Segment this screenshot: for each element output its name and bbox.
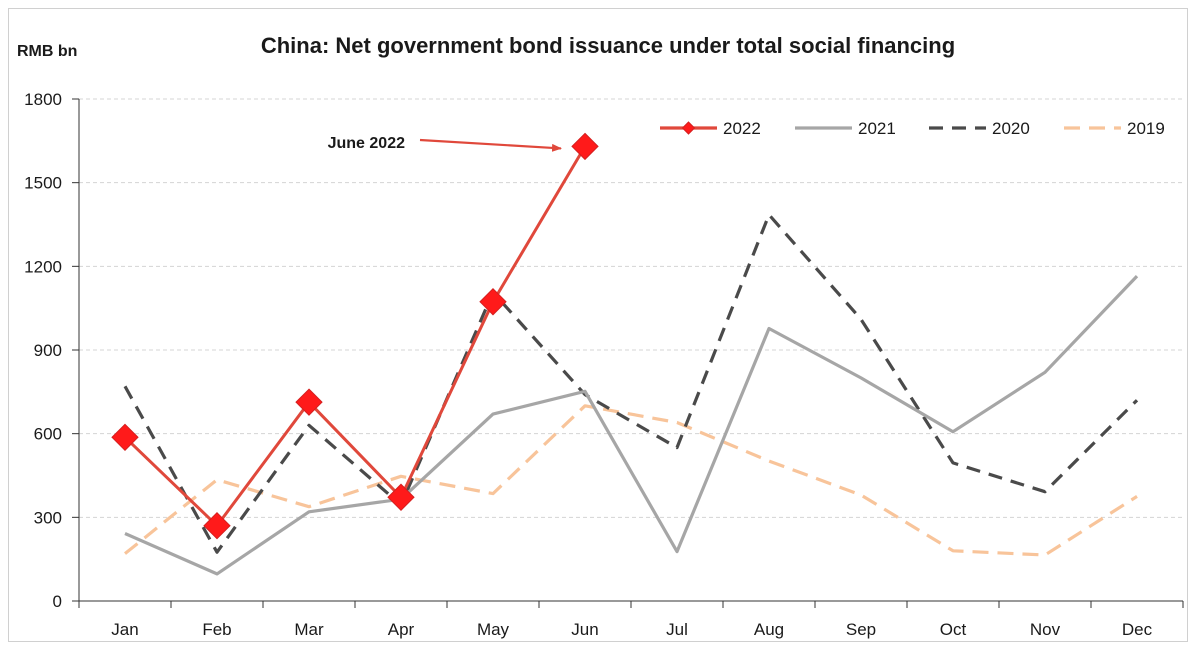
series-line-2020 <box>123 213 1139 554</box>
annotation-arrow <box>419 138 562 152</box>
data-point-2022 <box>387 483 415 511</box>
legend: 2022 2021 2020 2019 <box>660 119 1165 138</box>
y-tick-label: 1200 <box>24 257 62 276</box>
x-tick-label: Sep <box>846 620 876 639</box>
x-tick-label: Jun <box>571 620 598 639</box>
legend-marker <box>681 121 696 135</box>
y-axis-unit-label: RMB bn <box>17 43 77 60</box>
series-line-2021 <box>124 274 1139 576</box>
annotation-layer: June 2022 <box>328 135 562 152</box>
x-tick-label: May <box>477 620 510 639</box>
y-tick-label: 0 <box>53 592 62 611</box>
legend-item-2021: 2021 <box>795 119 896 138</box>
y-tick-label: 900 <box>34 341 62 360</box>
y-tick-label: 1500 <box>24 174 62 193</box>
legend-item-2022: 2022 <box>660 119 761 138</box>
data-point-2022 <box>479 288 507 316</box>
grid-layer <box>79 98 1183 518</box>
y-tick-label: 300 <box>34 508 62 527</box>
x-tick-label: Apr <box>388 620 415 639</box>
y-tick-label: 600 <box>34 425 62 444</box>
legend-item-2020: 2020 <box>929 119 1030 138</box>
data-point-2022 <box>295 388 323 416</box>
chart-frame <box>8 8 1188 642</box>
series-layer <box>111 132 1139 576</box>
x-tick-label: Jan <box>111 620 138 639</box>
legend-label: 2020 <box>992 119 1030 138</box>
annotation-label: June 2022 <box>328 135 405 152</box>
data-point-2022 <box>571 132 599 161</box>
data-point-2022 <box>111 423 139 451</box>
legend-label: 2022 <box>723 119 761 138</box>
legend-label: 2019 <box>1127 119 1165 138</box>
data-point-2022 <box>203 511 231 540</box>
legend-item-2019: 2019 <box>1064 119 1165 138</box>
series-line-2019 <box>123 404 1138 557</box>
x-tick-label: Oct <box>940 620 967 639</box>
axis-layer: 0 300 600 900 1200 1500 1800 Jan Feb Mar Apr May Jun… <box>24 90 1184 639</box>
x-tick-label: Aug <box>754 620 784 639</box>
chart-title: China: Net government bond issuance unde… <box>261 33 955 58</box>
series-line-2022 <box>123 145 587 528</box>
x-tick-label: Nov <box>1030 620 1061 639</box>
legend-label: 2021 <box>858 119 896 138</box>
x-tick-label: Jul <box>666 620 688 639</box>
x-tick-label: Dec <box>1122 620 1153 639</box>
x-tick-label: Feb <box>202 620 231 639</box>
x-tick-label: Mar <box>294 620 324 639</box>
y-tick-label: 1800 <box>24 90 62 109</box>
